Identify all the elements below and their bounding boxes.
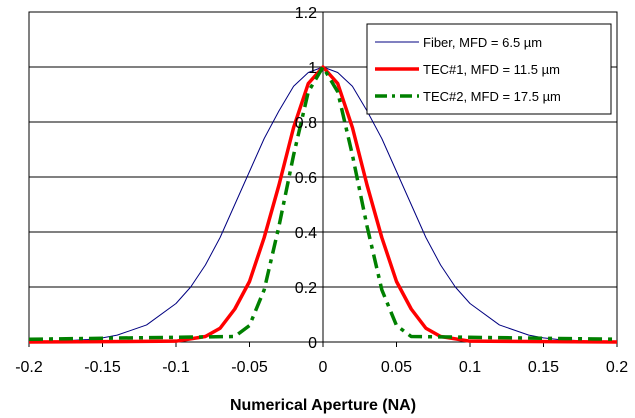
- y-tick-label-4: 0.8: [295, 115, 317, 132]
- legend: Fiber, MFD = 6.5 µm TEC#1, MFD = 11.5 µm T…: [366, 23, 612, 115]
- x-tick-label-5: 0.05: [381, 359, 412, 376]
- y-tick-label-3: 0.6: [295, 170, 317, 187]
- series-line-1: [28, 65, 618, 344]
- x-tick-label-0: -0.2: [15, 359, 43, 376]
- y-tick-label-1: 0.2: [295, 280, 317, 297]
- legend-label-1: TEC#1, MFD = 11.5 µm: [423, 62, 560, 77]
- x-tick-label-1: -0.15: [84, 359, 121, 376]
- x-tick-label-3: -0.05: [231, 359, 268, 376]
- x-tick-label-6: 0.1: [459, 359, 481, 376]
- legend-label-2: TEC#2, MFD = 17.5 µm: [423, 89, 561, 104]
- series-line-2: [28, 65, 618, 341]
- y-tick-label-0: 0: [308, 335, 317, 352]
- x-tick-label-2: -0.1: [162, 359, 190, 376]
- series-lines: [28, 65, 618, 344]
- y-tick-label-5: 1: [308, 60, 317, 77]
- x-tick-label-4: 0: [319, 359, 328, 376]
- tick-labels: -0.2 -0.15 -0.1 -0.05 0 0.05 0.1 0.15 0.2 0 0.2 0.4…: [15, 5, 628, 376]
- legend-label-0: Fiber, MFD = 6.5 µm: [423, 35, 542, 50]
- x-tick-label-7: 0.15: [528, 359, 559, 376]
- x-tick-label-8: 0.2: [606, 359, 628, 376]
- x-axis-label: Numerical Aperture (NA): [230, 397, 416, 414]
- y-tick-label-2: 0.4: [295, 225, 317, 242]
- y-tick-label-6: 1.2: [295, 5, 317, 22]
